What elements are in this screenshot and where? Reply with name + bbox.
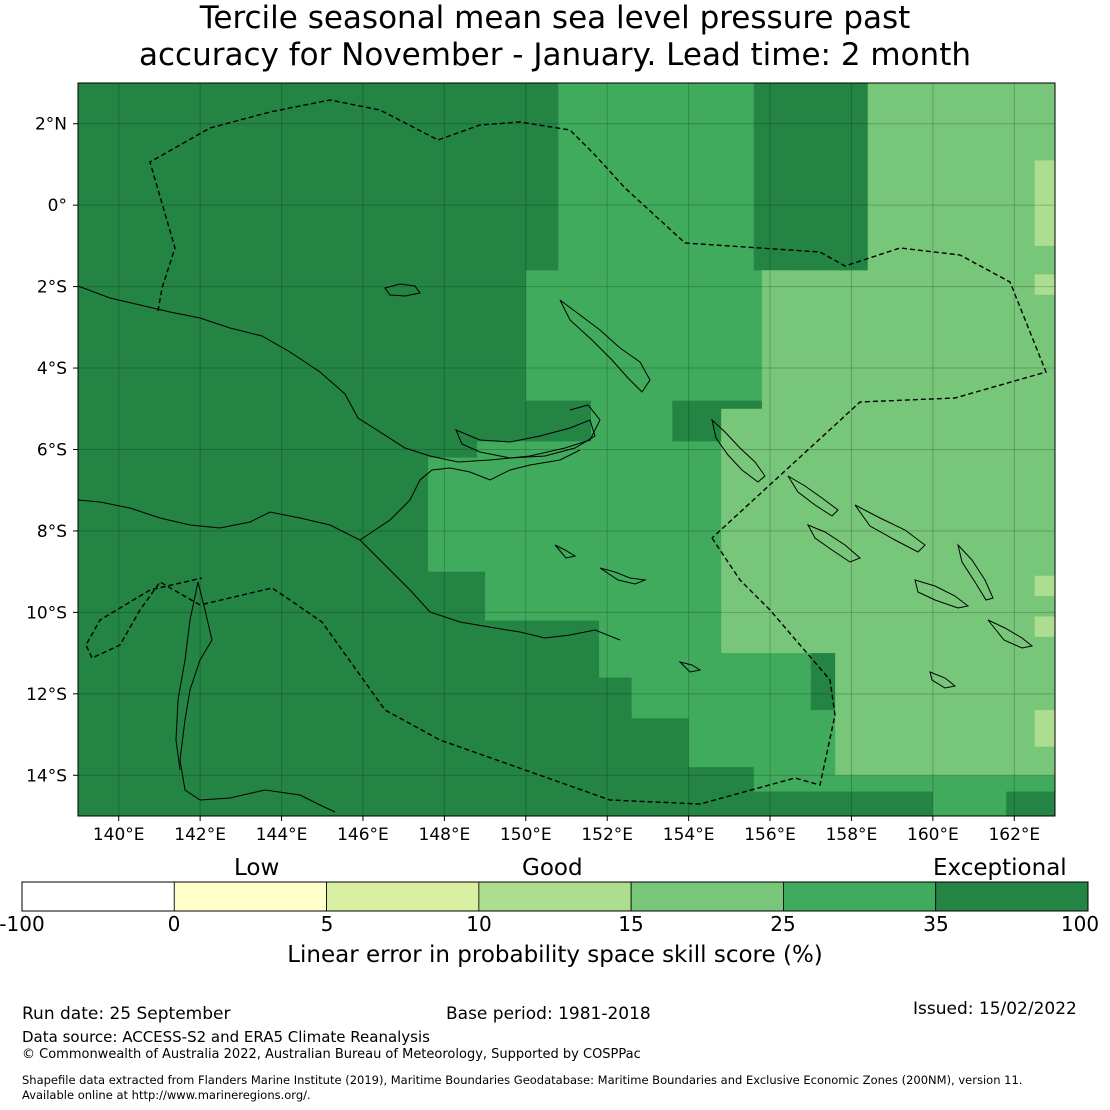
map-axes: 140°E 142°E 144°E 146°E 148°E 150°E 152°E 154°E… <box>26 115 1040 845</box>
colorbar-tick: 25 <box>770 912 796 936</box>
guadalcanal <box>914 579 970 609</box>
lon-tick-label: 158°E <box>826 825 878 845</box>
colorbar-bin <box>783 881 937 912</box>
colorbar-bin <box>478 881 632 912</box>
rennell <box>929 671 957 689</box>
issued-date: Issued: 15/02/2022 <box>913 999 1077 1019</box>
colorbar-bin <box>21 881 175 912</box>
lon-tick-label: 150°E <box>500 825 552 845</box>
colorbar-tick: 15 <box>618 912 644 936</box>
lat-tick-label: 6°S <box>37 441 67 461</box>
lon-tick-label: 160°E <box>907 825 959 845</box>
colorbar-bin <box>173 881 327 912</box>
lon-tick-label: 146°E <box>337 825 389 845</box>
lon-tick-label: 156°E <box>744 825 796 845</box>
colorbar <box>21 881 1089 912</box>
skill-region-pale <box>1034 710 1055 747</box>
lat-tick-label: 8°S <box>37 522 67 542</box>
skill-region-mid <box>932 783 1007 816</box>
map-frame <box>77 82 1056 817</box>
lat-tick-label: 12°S <box>26 685 67 705</box>
png-eez-north <box>149 99 1047 539</box>
lat-tick-label: 4°S <box>37 359 67 379</box>
colorbar-bin <box>630 881 784 912</box>
colorbar-tick: -100 <box>0 912 45 936</box>
graticule <box>78 83 1055 816</box>
cape-york-coast <box>179 581 336 813</box>
new-georgia <box>806 524 861 563</box>
bougainville <box>711 418 766 483</box>
makira <box>987 619 1034 649</box>
map-title: Tercile seasonal mean sea level pressure… <box>0 0 1110 74</box>
copyright: © Commonwealth of Australia 2022, Austra… <box>22 1047 641 1062</box>
colorbar-bin <box>935 881 1089 912</box>
shapefile-credit-2: Available online at http://www.marinereg… <box>22 1088 311 1102</box>
lat-tick-label: 2°S <box>37 278 67 298</box>
png-australia-boundary <box>85 577 203 659</box>
colorbar-bin <box>326 881 480 912</box>
title-line-1: Tercile seasonal mean sea level pressure… <box>199 0 911 36</box>
run-date: Run date: 25 September <box>22 1004 231 1024</box>
colorbar-frame <box>21 881 1089 912</box>
lon-tick-label: 152°E <box>581 825 633 845</box>
colorbar-tick: 10 <box>466 912 492 936</box>
colorbar-axis-label: Linear error in probability space skill … <box>287 942 823 968</box>
lon-tick-label: 144°E <box>256 825 308 845</box>
manus-island <box>384 283 421 297</box>
category-good: Good <box>522 855 583 881</box>
gulf-coast <box>359 449 581 541</box>
lat-tick-label: 14°S <box>26 766 67 786</box>
lon-tick-label: 148°E <box>419 825 471 845</box>
skill-region-pale <box>1034 274 1055 295</box>
eez-boundaries <box>85 99 1047 805</box>
skill-region-pale <box>1034 575 1055 597</box>
shapefile-credit-1: Shapefile data extracted from Flanders M… <box>22 1073 1023 1087</box>
lat-tick-label: 10°S <box>26 603 67 623</box>
cape-york-west <box>175 581 199 771</box>
trobriand-islands <box>554 544 577 559</box>
coastlines <box>77 283 1034 813</box>
skill-region-pale <box>1034 160 1055 246</box>
category-low: Low <box>234 855 280 881</box>
colorbar-tick: 100 <box>1060 912 1100 936</box>
colorbar-tick: 5 <box>320 912 334 936</box>
skill-score-grid <box>78 83 1055 816</box>
lon-tick-label: 142°E <box>174 825 226 845</box>
png-eez-south <box>199 537 836 805</box>
malaita <box>957 543 994 601</box>
skill-region-mid <box>525 270 787 401</box>
lat-tick-label: 0° <box>48 196 67 216</box>
new-guinea-north-coast <box>77 285 601 463</box>
lon-tick-label: 140°E <box>93 825 145 845</box>
category-exceptional: Exceptional <box>933 855 1067 881</box>
base-period: Base period: 1981-2018 <box>446 1004 651 1024</box>
louisiade-islands <box>599 567 702 673</box>
lon-tick-label: 162°E <box>988 825 1040 845</box>
lat-tick-label: 2°N <box>35 115 67 135</box>
skill-region-light <box>721 408 1055 654</box>
new-ireland <box>559 299 651 393</box>
colorbar-tick: 35 <box>923 912 949 936</box>
lon-tick-label: 154°E <box>663 825 715 845</box>
choiseul <box>787 475 839 517</box>
colorbar-tick: 0 <box>167 912 181 936</box>
santa-isabel <box>854 504 926 553</box>
new-britain <box>455 419 596 459</box>
title-line-2: accuracy for November - January. Lead ti… <box>138 37 972 73</box>
skill-region-pale <box>1034 616 1055 637</box>
data-source: Data source: ACCESS-S2 and ERA5 Climate … <box>22 1028 430 1046</box>
